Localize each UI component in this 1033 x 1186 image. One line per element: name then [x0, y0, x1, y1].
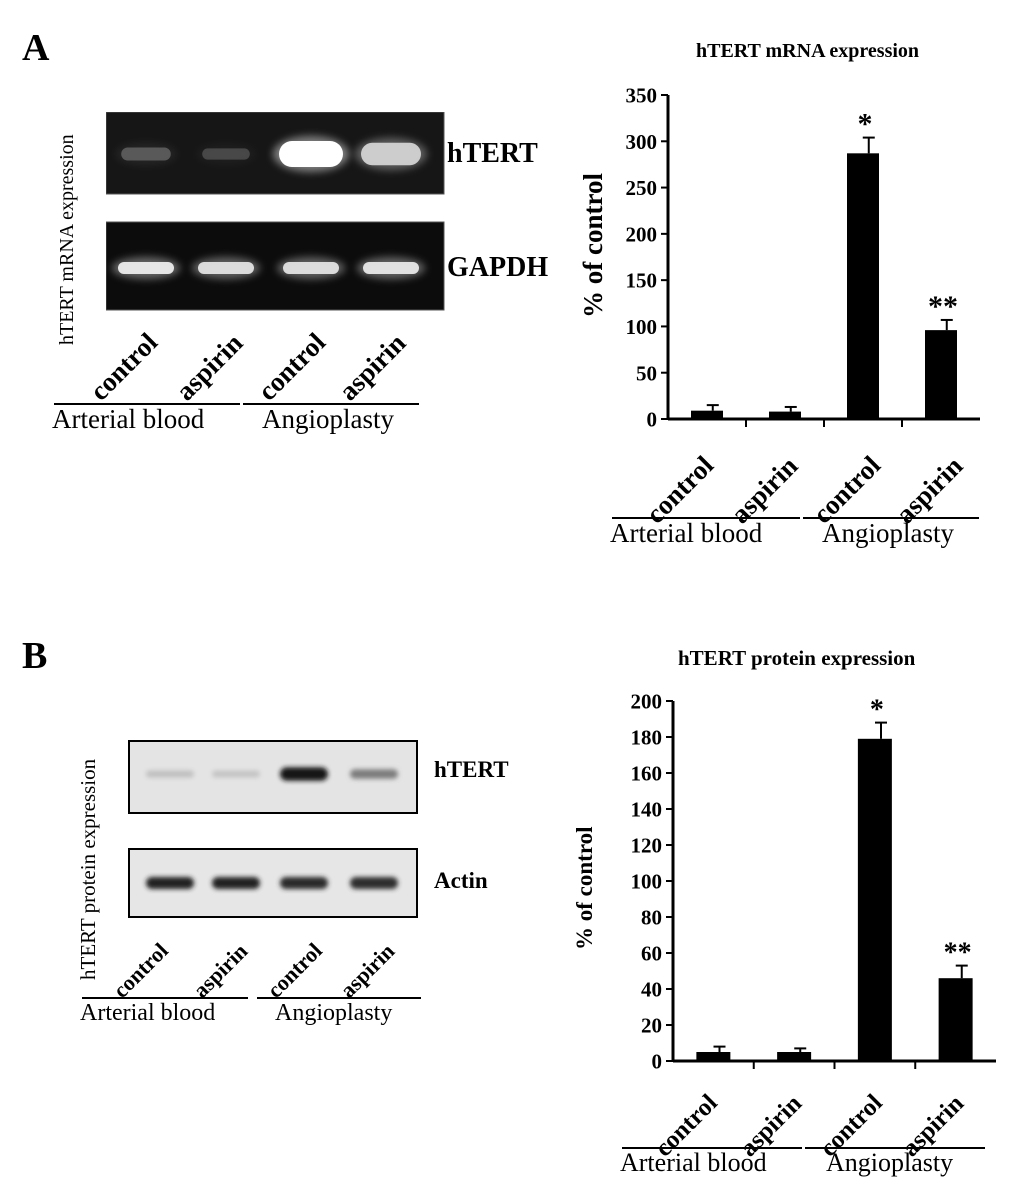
y-tick-label: 350	[626, 84, 658, 108]
western-blot-b	[128, 740, 418, 918]
group-underline	[805, 1147, 985, 1149]
bar	[769, 411, 801, 419]
gel-band	[283, 262, 339, 274]
gel-band-glow	[196, 143, 256, 165]
lane-label: aspirin	[335, 938, 400, 1003]
bar	[847, 153, 879, 419]
group-label-arterial-blood: Arterial blood	[610, 518, 763, 548]
blot-band	[146, 770, 194, 778]
lane-label: aspirin	[188, 938, 253, 1003]
blot-row-label-actin: Actin	[434, 868, 488, 893]
group-underline	[54, 403, 240, 405]
gel-band	[198, 262, 254, 274]
blot-band	[212, 770, 260, 778]
significance-marker: *	[858, 108, 873, 141]
blot-band	[146, 877, 194, 889]
blot-side-label: hTERT protein expression	[76, 758, 100, 980]
bar	[938, 978, 973, 1061]
y-tick-label: 40	[641, 978, 662, 1002]
y-tick-label: 150	[626, 269, 658, 293]
panel-letter-b: B	[22, 635, 48, 677]
chart-title: hTERT protein expression	[678, 646, 916, 670]
gel-blot-a	[106, 112, 445, 311]
significance-marker: *	[870, 695, 884, 726]
y-tick-label: 250	[626, 176, 658, 200]
group-label-angioplasty: Angioplasty	[822, 518, 954, 548]
significance-marker: **	[928, 290, 958, 323]
group-label-angioplasty: Angioplasty	[826, 1148, 954, 1177]
blot-band	[350, 769, 398, 779]
y-tick-label: 20	[641, 1014, 662, 1038]
y-tick-label: 60	[641, 942, 662, 966]
y-tick-label: 120	[631, 834, 663, 858]
group-label-arterial-blood: Arterial blood	[80, 1000, 216, 1026]
gel-band	[118, 262, 174, 274]
y-tick-label: 50	[636, 361, 657, 385]
panel-letter-a: A	[22, 27, 50, 69]
y-tick-label: 100	[631, 870, 663, 894]
y-tick-label: 0	[652, 1050, 663, 1074]
significance-marker: **	[944, 938, 972, 969]
blot-row-label-htert: hTERT	[447, 138, 538, 169]
group-label-angioplasty: Angioplasty	[275, 1000, 393, 1026]
group-underline	[82, 997, 248, 999]
lane-label: control	[262, 937, 327, 1003]
gel-band	[121, 147, 171, 161]
y-tick-label: 300	[626, 130, 658, 154]
lane-label: control	[252, 327, 332, 407]
lane-label: aspirin	[170, 327, 249, 407]
lane-label: control	[108, 937, 173, 1003]
bar	[925, 330, 957, 419]
bar	[857, 738, 892, 1061]
group-underline	[612, 517, 800, 519]
y-tick-label: 200	[631, 690, 663, 714]
gel-band	[279, 141, 343, 167]
blot-side-label: hTERT mRNA expression	[56, 134, 78, 345]
group-label-arterial-blood: Arterial blood	[52, 404, 205, 434]
blot-band	[350, 877, 398, 889]
bar	[777, 1052, 812, 1061]
gel-band	[361, 142, 421, 166]
y-tick-label: 80	[641, 906, 662, 930]
y-tick-label: 160	[631, 762, 663, 786]
y-tick-label: 180	[631, 726, 663, 750]
y-axis-label: % of control	[572, 826, 597, 950]
bar	[696, 1052, 731, 1061]
blot-band	[280, 767, 328, 781]
y-tick-label: 100	[626, 315, 658, 339]
group-label-angioplasty: Angioplasty	[262, 404, 394, 434]
gel-band	[202, 148, 250, 160]
group-underline	[243, 403, 419, 405]
lane-label: control	[84, 327, 164, 407]
gel-band	[363, 262, 419, 274]
blot-band	[280, 877, 328, 889]
group-underline	[257, 997, 421, 999]
blot-row-label-htert: hTERT	[434, 757, 509, 782]
y-tick-label: 140	[631, 798, 663, 822]
group-underline	[622, 1147, 802, 1149]
y-tick-label: 200	[626, 222, 658, 246]
bar	[691, 410, 723, 419]
blot-band	[212, 877, 260, 889]
blot-row-label-gapdh: GAPDH	[447, 252, 549, 283]
group-underline	[803, 517, 979, 519]
group-label-arterial-blood: Arterial blood	[620, 1148, 767, 1177]
chart-title: hTERT mRNA expression	[696, 40, 920, 62]
lane-label: aspirin	[333, 327, 412, 407]
y-tick-label: 0	[647, 408, 658, 430]
